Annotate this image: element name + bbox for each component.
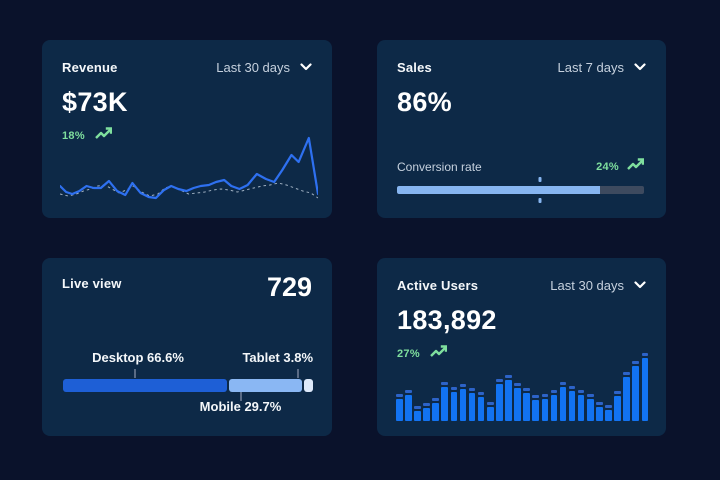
active-users-value: 183,892	[397, 305, 497, 335]
conversion-delta-text: 24%	[596, 161, 619, 173]
active-users-delta-text: 27%	[397, 348, 420, 360]
user-bar	[568, 386, 576, 421]
trending-up-icon	[430, 345, 448, 363]
sales-period-selector[interactable]: Last 7 days	[558, 58, 647, 76]
sales-card-title: Sales	[397, 59, 432, 75]
user-bar	[514, 383, 521, 421]
conversion-rate-label: Conversion rate	[397, 160, 482, 174]
user-bar	[596, 402, 603, 421]
active-users-card: Active Users Last 30 days 183,892 27%	[377, 258, 666, 436]
user-bar	[586, 394, 594, 421]
user-bar	[641, 353, 649, 421]
user-bar	[459, 384, 467, 421]
chevron-down-icon	[300, 58, 312, 76]
tablet-leader-tick	[297, 369, 299, 378]
chevron-down-icon	[634, 276, 646, 294]
trending-up-icon	[627, 158, 645, 176]
active-users-period-label: Last 30 days	[550, 277, 624, 293]
revenue-period-selector[interactable]: Last 30 days	[216, 58, 312, 76]
user-bar	[505, 375, 512, 421]
active-users-bar-chart	[396, 353, 649, 421]
active-users-card-header: Active Users Last 30 days	[397, 276, 646, 294]
revenue-current-line	[60, 136, 318, 200]
user-bar	[577, 390, 585, 421]
user-bar	[541, 394, 549, 421]
user-bar	[468, 388, 476, 421]
sales-period-label: Last 7 days	[557, 59, 625, 75]
revenue-delta: 18%	[62, 127, 312, 145]
user-bar	[396, 394, 403, 421]
user-bar	[605, 405, 612, 421]
conversion-metric-row: Conversion rate 24%	[397, 158, 645, 176]
revenue-delta-text: 18%	[62, 130, 85, 142]
user-bar	[614, 391, 621, 421]
user-bar	[405, 390, 412, 421]
user-bar	[632, 361, 640, 421]
user-bar	[550, 390, 558, 421]
user-bar	[532, 395, 539, 421]
revenue-card-title: Revenue	[62, 59, 118, 75]
desktop-segment	[63, 379, 227, 392]
user-bar	[441, 382, 449, 421]
user-bar	[423, 403, 430, 421]
active-users-period-selector[interactable]: Last 30 days	[550, 276, 646, 294]
user-bar	[623, 372, 630, 421]
live-view-title: Live view	[62, 276, 122, 291]
trending-up-icon	[95, 127, 113, 145]
desktop-leader-tick	[134, 369, 136, 378]
live-view-header: Live view 729	[62, 272, 312, 303]
progress-track	[397, 186, 644, 194]
sales-card-header: Sales Last 7 days	[397, 58, 646, 76]
conversion-progress-fill	[397, 186, 600, 194]
user-bar	[486, 402, 494, 421]
user-bar	[523, 388, 530, 421]
live-view-card: Live view 729 Desktop 66.6% Tablet 3.8% …	[42, 258, 332, 436]
user-bar	[559, 382, 567, 421]
tablet-segment	[303, 379, 313, 392]
live-view-value: 729	[266, 272, 312, 302]
conversion-progress-bar	[397, 177, 644, 203]
device-split-bar	[63, 379, 313, 392]
sales-card: Sales Last 7 days 86% Conversion rate 24…	[377, 40, 666, 218]
dashboard-grid: Revenue Last 30 days $73K 18% Sales	[42, 40, 666, 436]
user-bar	[496, 379, 503, 421]
conversion-section: Conversion rate 24%	[397, 158, 645, 203]
revenue-line-chart	[60, 128, 318, 200]
user-bar	[432, 398, 439, 421]
revenue-value: $73K	[62, 87, 128, 117]
chevron-down-icon	[634, 58, 646, 76]
conversion-delta: 24%	[596, 158, 645, 176]
device-split-chart: Desktop 66.6% Tablet 3.8% Mobile 29.7%	[63, 350, 313, 414]
user-bar	[477, 392, 485, 421]
sales-value: 86%	[397, 87, 452, 117]
revenue-card: Revenue Last 30 days $73K 18%	[42, 40, 332, 218]
mobile-segment-label: Mobile 29.7%	[199, 399, 282, 414]
desktop-segment-label: Desktop 66.6%	[92, 350, 184, 365]
mobile-segment	[228, 379, 302, 392]
user-bar	[414, 406, 421, 421]
mobile-leader-tick	[240, 392, 242, 401]
revenue-card-header: Revenue Last 30 days	[62, 58, 312, 76]
progress-marker-bottom	[538, 198, 542, 203]
active-users-title: Active Users	[397, 277, 479, 293]
progress-marker-top	[538, 177, 542, 182]
revenue-period-label: Last 30 days	[216, 59, 290, 75]
tablet-segment-label: Tablet 3.8%	[242, 350, 313, 365]
active-users-delta: 27%	[397, 345, 646, 363]
user-bar	[450, 387, 458, 421]
